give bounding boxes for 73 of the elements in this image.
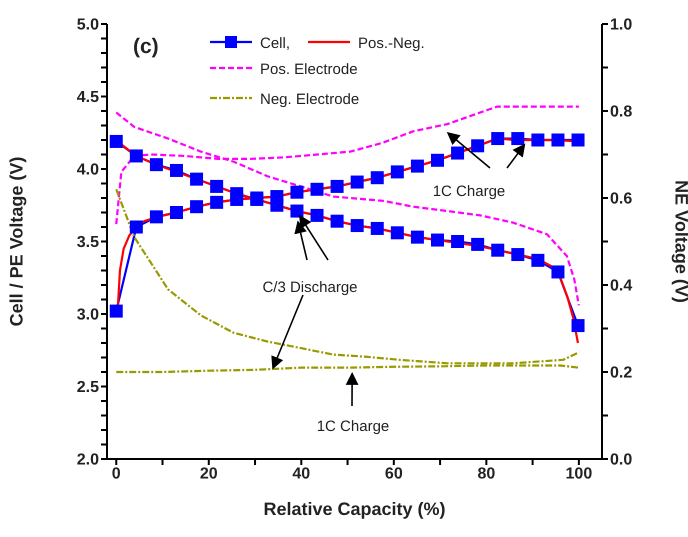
point: [390, 226, 404, 240]
legend-label: Pos.-Neg.: [358, 35, 425, 52]
point: [190, 200, 204, 214]
point: [210, 196, 224, 209]
y2-tick-label: 0.0: [610, 452, 632, 469]
y2-tick-label: 0.6: [610, 190, 632, 208]
annotation: 1C Charge: [316, 418, 390, 435]
point: [110, 304, 123, 318]
point: [310, 182, 324, 196]
point: [310, 208, 324, 222]
point: [270, 198, 284, 212]
point: [471, 238, 484, 251]
point: [451, 146, 464, 160]
annotation: (c): [133, 35, 159, 58]
y-tick-label: 3.5: [76, 234, 100, 252]
point: [370, 222, 384, 235]
x-tick-label: 40: [292, 465, 310, 482]
point: [230, 187, 244, 200]
x-axis-title: Relative Capacity (%): [263, 499, 446, 519]
point: [150, 158, 163, 172]
point: [491, 244, 504, 257]
point: [330, 180, 344, 193]
point: [170, 206, 183, 219]
y-tick-label: 5.0: [76, 16, 100, 34]
point: [210, 180, 224, 193]
point: [350, 219, 364, 232]
annotation: C/3 Discharge: [262, 279, 358, 296]
point: [370, 171, 384, 184]
point: [170, 164, 183, 177]
x-tick-label: 80: [477, 465, 496, 482]
point: [410, 160, 424, 173]
y2-tick-label: 1.0: [610, 16, 632, 34]
x-tick-label: 100: [566, 465, 592, 482]
point: [430, 234, 444, 247]
point: [572, 319, 585, 332]
point: [410, 230, 424, 244]
x-tick-label: 60: [384, 465, 403, 482]
point: [130, 149, 143, 162]
point: [511, 132, 524, 146]
legend-label: Neg. Electrode: [260, 91, 360, 108]
y-axis-title: Cell / PE Voltage (V): [6, 156, 26, 326]
point: [531, 254, 544, 267]
y2-tick-label: 0.4: [610, 278, 632, 295]
point: [150, 210, 163, 224]
annotation: 1C Charge: [432, 183, 506, 200]
point: [290, 204, 304, 218]
y-tick-label: 3.0: [76, 306, 100, 324]
point: [110, 134, 123, 148]
point: [130, 220, 143, 234]
x-tick-label: 20: [200, 465, 218, 482]
point: [330, 214, 344, 228]
point: [290, 186, 304, 199]
y-tick-label: 2.5: [76, 379, 100, 396]
y-tick-label: 4.5: [76, 89, 100, 106]
point: [551, 134, 564, 146]
y2-tick-label: 0.8: [610, 104, 632, 121]
point: [572, 134, 585, 146]
point: [390, 165, 404, 178]
point: [551, 265, 564, 278]
y-tick-label: 2.0: [76, 452, 100, 469]
point: [451, 235, 464, 248]
point: [471, 139, 484, 152]
point: [350, 176, 364, 189]
x-tick-label: 0: [112, 465, 121, 482]
point: [511, 248, 524, 262]
y-tick-label: 4.0: [76, 162, 100, 179]
legend-label: Pos. Electrode: [260, 61, 358, 78]
point: [531, 134, 544, 146]
point: [430, 154, 444, 167]
point: [491, 132, 504, 146]
legend-label: Cell,: [260, 35, 290, 52]
point: [190, 172, 204, 186]
y2-tick-label: 0.2: [610, 364, 632, 382]
